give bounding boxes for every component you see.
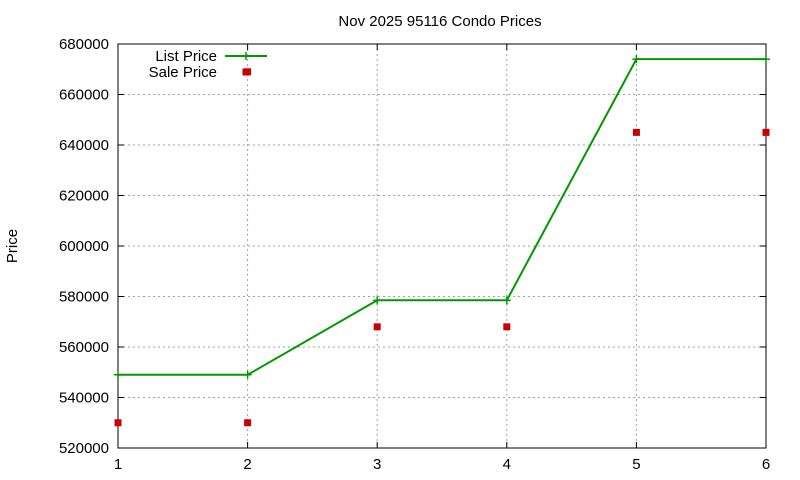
- legend-marker: [242, 68, 250, 76]
- legend-marker: [242, 52, 250, 60]
- sale-price-point: [762, 128, 770, 136]
- y-tick-label: 560000: [59, 339, 109, 356]
- x-tick-label: 3: [373, 456, 381, 473]
- y-tick-label: 600000: [59, 238, 109, 255]
- x-tick-label: 4: [503, 456, 511, 473]
- list-price-point: [762, 55, 770, 64]
- y-tick-label: 660000: [59, 87, 109, 104]
- x-tick-label: 2: [243, 456, 251, 473]
- legend-label: List Price: [155, 48, 217, 65]
- legend-label: Sale Price: [149, 64, 217, 81]
- sale-price-point: [632, 128, 640, 136]
- sale-price-point: [503, 323, 511, 331]
- sale-price-series: [114, 68, 770, 427]
- list-price-series: [114, 55, 770, 379]
- list-price-point: [243, 370, 252, 379]
- y-axis-label: Price: [4, 229, 21, 263]
- axes: 520000 540000 560000 580000 600000 620000 6400…: [59, 36, 770, 473]
- list-price-point: [502, 296, 511, 305]
- sale-price-point: [114, 419, 122, 427]
- list-price-point: [373, 296, 382, 305]
- y-tick-label: 520000: [59, 440, 109, 457]
- plot-border: [117, 43, 767, 449]
- list-price-point: [114, 370, 122, 379]
- x-tick-label: 1: [114, 456, 122, 473]
- y-tick-label: 580000: [59, 289, 109, 306]
- sale-price-point: [244, 419, 252, 427]
- plot-area: [114, 55, 770, 427]
- grid: [118, 44, 766, 448]
- x-tick-label: 5: [632, 456, 640, 473]
- y-tick-label: 640000: [59, 137, 109, 154]
- x-tick-label: 6: [762, 456, 770, 473]
- sale-price-point: [373, 323, 381, 331]
- y-tick-label: 540000: [59, 390, 109, 407]
- list-price-line: [118, 58, 766, 376]
- list-price-point: [632, 55, 641, 64]
- chart-title: Nov 2025 95116 Condo Prices: [338, 13, 541, 30]
- y-tick-label: 620000: [59, 188, 109, 205]
- y-tick-label: 680000: [59, 36, 109, 53]
